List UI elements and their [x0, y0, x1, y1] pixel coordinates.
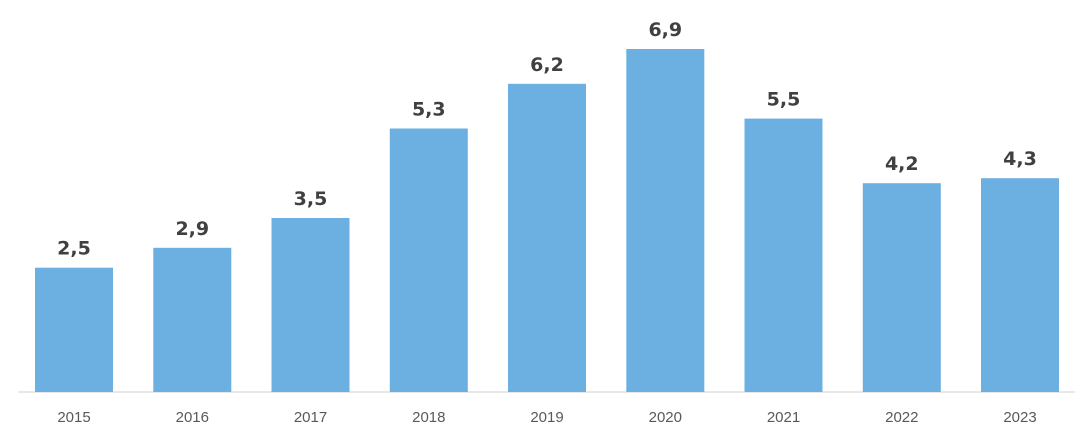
x-tick-label-2018: 2018 — [412, 409, 445, 426]
data-label-2023: 4,3 — [1003, 148, 1037, 170]
bar-2021 — [744, 118, 823, 392]
bar-2015 — [35, 267, 113, 392]
data-label-2022: 4,2 — [885, 153, 919, 175]
data-label-2019: 6,2 — [530, 54, 564, 76]
x-tick-labels-group: 2015 2016 2017 2018 2019 2020 2021 2022 2023 — [57, 409, 1036, 426]
data-label-2017: 3,5 — [294, 188, 328, 210]
bar-2017 — [271, 218, 350, 392]
data-labels-group: 2,5 2,9 3,5 5,3 6,2 6,9 5,5 4,2 4,3 — [57, 19, 1037, 260]
bar-2018 — [389, 128, 468, 392]
bars-group — [35, 49, 1059, 393]
x-tick-label-2021: 2021 — [767, 409, 800, 426]
bar-2020 — [626, 49, 705, 392]
x-tick-label-2023: 2023 — [1003, 409, 1036, 426]
data-label-2015: 2,5 — [57, 238, 91, 260]
data-label-2018: 5,3 — [412, 99, 446, 121]
bar-2022 — [862, 183, 941, 392]
data-label-2016: 2,9 — [175, 218, 209, 240]
bar-2016 — [153, 247, 232, 392]
data-label-2020: 6,9 — [648, 19, 682, 41]
x-tick-label-2016: 2016 — [176, 409, 209, 426]
x-tick-label-2017: 2017 — [294, 409, 327, 426]
bar-2023 — [981, 178, 1059, 392]
x-tick-label-2015: 2015 — [57, 409, 90, 426]
x-tick-label-2019: 2019 — [530, 409, 563, 426]
x-tick-label-2020: 2020 — [649, 409, 682, 426]
data-label-2021: 5,5 — [767, 89, 801, 111]
x-tick-label-2022: 2022 — [885, 409, 918, 426]
bar-2019 — [508, 83, 586, 393]
